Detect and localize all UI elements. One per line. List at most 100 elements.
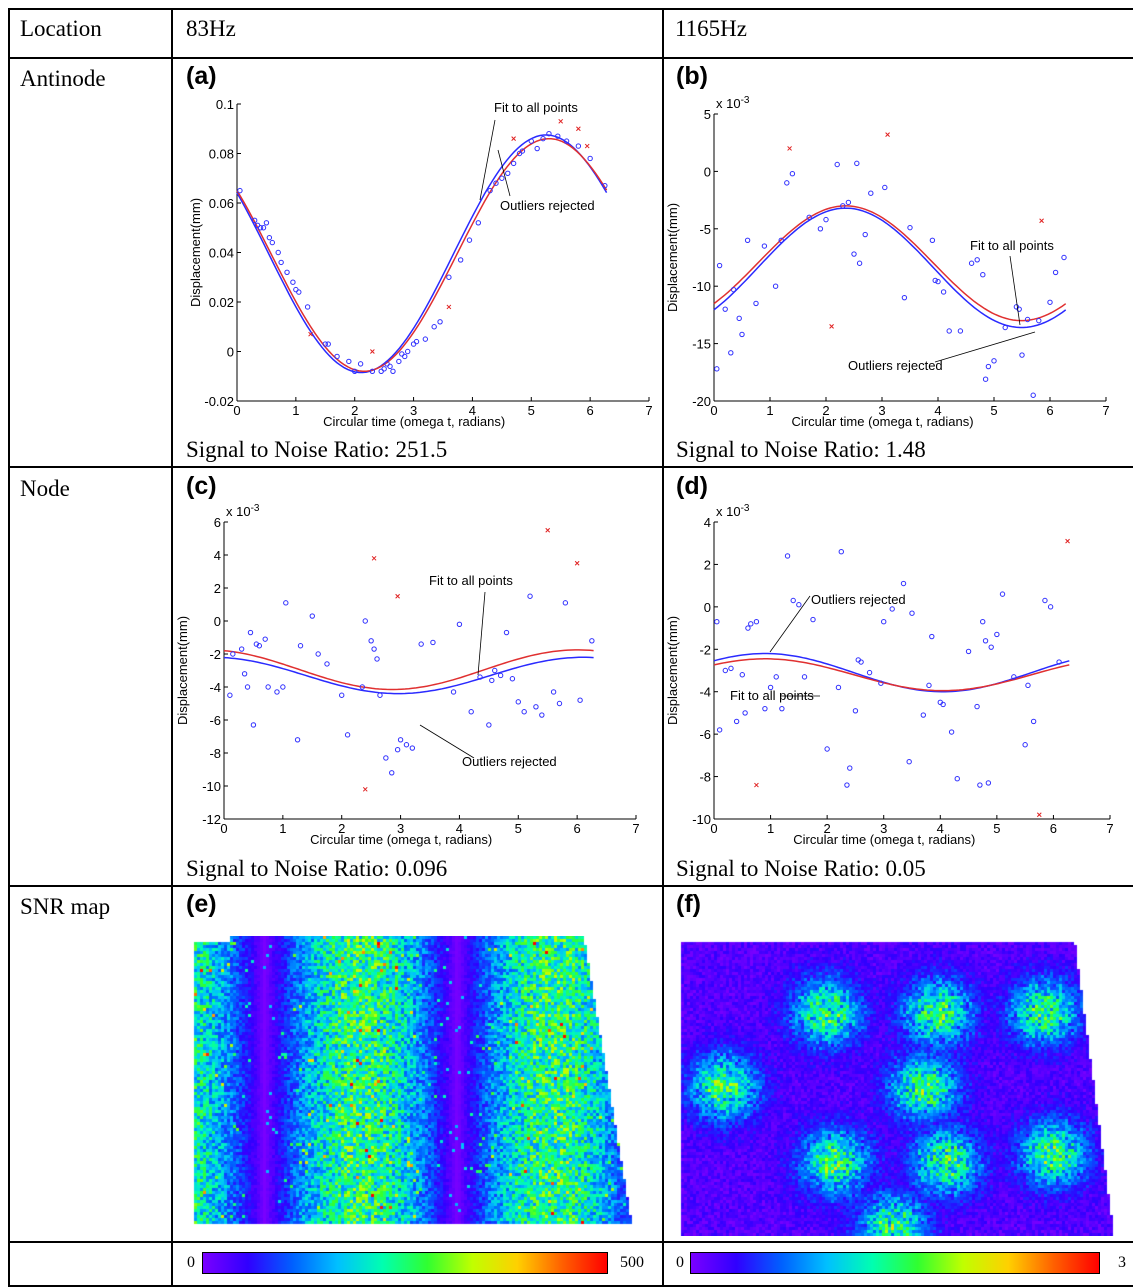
- data-point: [257, 225, 264, 231]
- panel-label-d: (d): [676, 472, 708, 500]
- outlier-point: [511, 136, 516, 142]
- data-point: [974, 703, 980, 710]
- data-point: [1042, 597, 1048, 604]
- data-point: [901, 294, 908, 301]
- data-point: [932, 277, 938, 284]
- y-tick-label: -10: [692, 279, 711, 294]
- x-tick-label: 3: [410, 403, 417, 418]
- x-tick-label: 6: [574, 821, 581, 836]
- y-tick-label: 0: [704, 600, 711, 615]
- data-point: [456, 621, 463, 628]
- data-point: [324, 661, 330, 667]
- data-point: [742, 710, 748, 716]
- data-point: [237, 187, 243, 194]
- x-tick-label: 5: [993, 821, 1000, 836]
- data-point: [852, 708, 859, 714]
- y-tick-label: 0.06: [209, 196, 234, 211]
- data-point: [510, 160, 517, 167]
- table-border-row3: [8, 885, 1133, 887]
- annotation-label: Fit to all points: [970, 238, 1054, 253]
- data-point: [858, 659, 864, 665]
- data-point: [227, 692, 233, 698]
- data-point: [263, 220, 270, 226]
- table-border-col1: [171, 8, 173, 1287]
- x-tick-label: 2: [824, 821, 831, 836]
- y-tick-label: 0.08: [209, 147, 234, 162]
- outlier-point: [576, 126, 581, 132]
- fit-all-points-line: [713, 205, 1067, 322]
- outlier-point: [829, 324, 834, 329]
- row-label-node: Node: [20, 476, 70, 501]
- data-point: [369, 368, 376, 374]
- data-point: [256, 643, 263, 649]
- data-point: [957, 328, 964, 334]
- data-point: [900, 580, 907, 587]
- data-point: [322, 341, 328, 347]
- data-point: [980, 619, 986, 625]
- data-point: [806, 214, 812, 221]
- fit-all-points-line: [236, 137, 608, 373]
- data-point: [431, 324, 437, 330]
- outlier-point: [558, 118, 564, 124]
- y-multiplier: x 10-3: [716, 95, 750, 111]
- data-point: [1056, 659, 1062, 665]
- data-point: [492, 667, 498, 674]
- data-point: [247, 629, 254, 636]
- data-point: [418, 641, 424, 647]
- data-point: [284, 269, 290, 276]
- x-tick-label: 4: [937, 821, 944, 836]
- data-point: [499, 175, 505, 181]
- data-point: [977, 782, 983, 788]
- data-point: [948, 729, 955, 735]
- y-tick-label: -4: [209, 680, 221, 695]
- x-tick-label: 5: [528, 403, 535, 418]
- data-point: [745, 625, 751, 631]
- data-point: [275, 249, 281, 256]
- data-point: [396, 358, 402, 365]
- y-tick-label: -10: [202, 779, 221, 794]
- data-point: [762, 705, 768, 712]
- row-label-snr-map: SNR map: [20, 894, 111, 919]
- fit-outliers-rejected-line: [223, 656, 594, 695]
- data-point: [274, 689, 280, 695]
- data-point: [845, 199, 852, 206]
- annotation-leader: [497, 149, 511, 197]
- data-point: [856, 260, 863, 266]
- data-point: [555, 133, 561, 139]
- data-point: [294, 737, 301, 743]
- data-point: [946, 328, 952, 334]
- y-multiplier: x 10-3: [716, 503, 750, 519]
- data-point: [377, 692, 383, 698]
- data-point: [778, 237, 784, 243]
- data-point: [230, 651, 236, 657]
- data-point: [477, 674, 483, 680]
- x-tick-label: 7: [632, 821, 639, 836]
- data-point: [475, 220, 482, 226]
- outlier-point: [446, 304, 452, 310]
- data-point: [394, 747, 401, 753]
- data-point: [739, 672, 745, 678]
- annotation-leader: [934, 331, 1036, 363]
- x-tick-label: 0: [220, 821, 227, 836]
- outlier-point: [371, 555, 377, 561]
- data-point: [980, 272, 986, 278]
- x-axis-label: Circular time (omega t, radians): [310, 832, 492, 847]
- data-point: [748, 621, 754, 627]
- data-point: [779, 705, 785, 712]
- data-point: [1019, 352, 1025, 358]
- table-border-row2: [8, 466, 1133, 468]
- y-tick-label: 0.1: [216, 97, 234, 112]
- data-point: [789, 170, 796, 177]
- y-tick-label: 0: [227, 345, 234, 360]
- annotation-label: Outliers rejected: [462, 754, 557, 769]
- data-point: [383, 755, 389, 761]
- annotation-leader: [479, 119, 496, 201]
- outlier-point: [545, 527, 551, 533]
- data-point: [546, 131, 552, 137]
- data-point: [410, 341, 417, 347]
- data-point: [556, 700, 563, 707]
- outlier-point: [395, 593, 400, 599]
- y-tick-label: -12: [202, 812, 221, 827]
- data-point: [733, 718, 740, 725]
- data-point: [563, 138, 570, 144]
